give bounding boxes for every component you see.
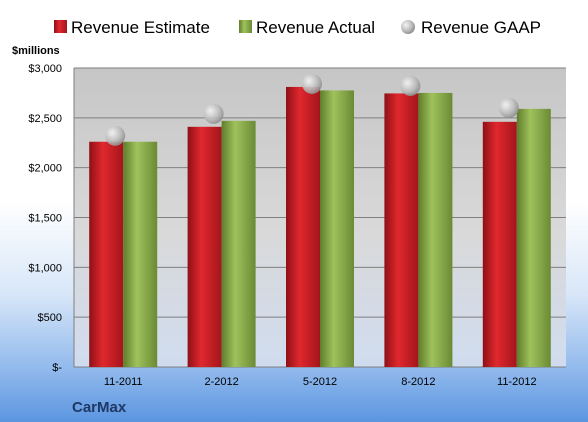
gaap-marker (302, 73, 322, 94)
estimate-bar (89, 141, 124, 367)
y-tick-label: $1,500 (28, 213, 62, 225)
legend-gaap-marker (401, 20, 415, 34)
x-tick-label: 11-2011 (104, 376, 143, 388)
x-tick-label: 8-2012 (401, 376, 435, 388)
legend-gaap-label: Revenue GAAP (421, 18, 541, 37)
legend-actual-swatch (239, 20, 252, 33)
legend-estimate-swatch (54, 20, 67, 33)
actual-bar (123, 141, 158, 367)
estimate-bar (482, 121, 517, 367)
estimate-bar (187, 126, 222, 367)
gaap-markers (105, 73, 519, 146)
legend-actual-label: Revenue Actual (256, 18, 375, 37)
y-tick-label: $2,500 (28, 113, 62, 125)
legend-estimate-label: Revenue Estimate (71, 18, 210, 37)
legend: Revenue Estimate Revenue Actual Revenue … (54, 18, 541, 37)
gaap-marker (498, 97, 519, 118)
bars (89, 86, 551, 368)
y-tick-label: $3,000 (28, 63, 62, 75)
gaap-marker (400, 75, 421, 96)
axis-labels: $- $500 $1,000 $1,500 $2,000 $2,500 $3,000 11-2… (28, 63, 536, 388)
actual-bar (418, 92, 453, 368)
y-tick-label: $2,000 (28, 163, 62, 175)
unit-label: $millions (12, 45, 60, 57)
gaap-marker (203, 103, 224, 124)
y-tick-label: $500 (38, 312, 62, 324)
company-label: CarMax (72, 399, 127, 416)
actual-bar (320, 90, 354, 368)
x-tick-label: 2-2012 (204, 376, 238, 388)
actual-bar (516, 108, 551, 367)
x-tick-label: 5-2012 (303, 376, 337, 388)
actual-bar (221, 120, 256, 367)
estimate-bar (286, 86, 320, 367)
y-tick-label: $1,000 (28, 262, 62, 274)
x-tick-label: 11-2012 (497, 376, 537, 388)
y-tick-label: $- (52, 362, 62, 374)
gaap-marker (105, 125, 126, 146)
estimate-bar (384, 93, 419, 367)
